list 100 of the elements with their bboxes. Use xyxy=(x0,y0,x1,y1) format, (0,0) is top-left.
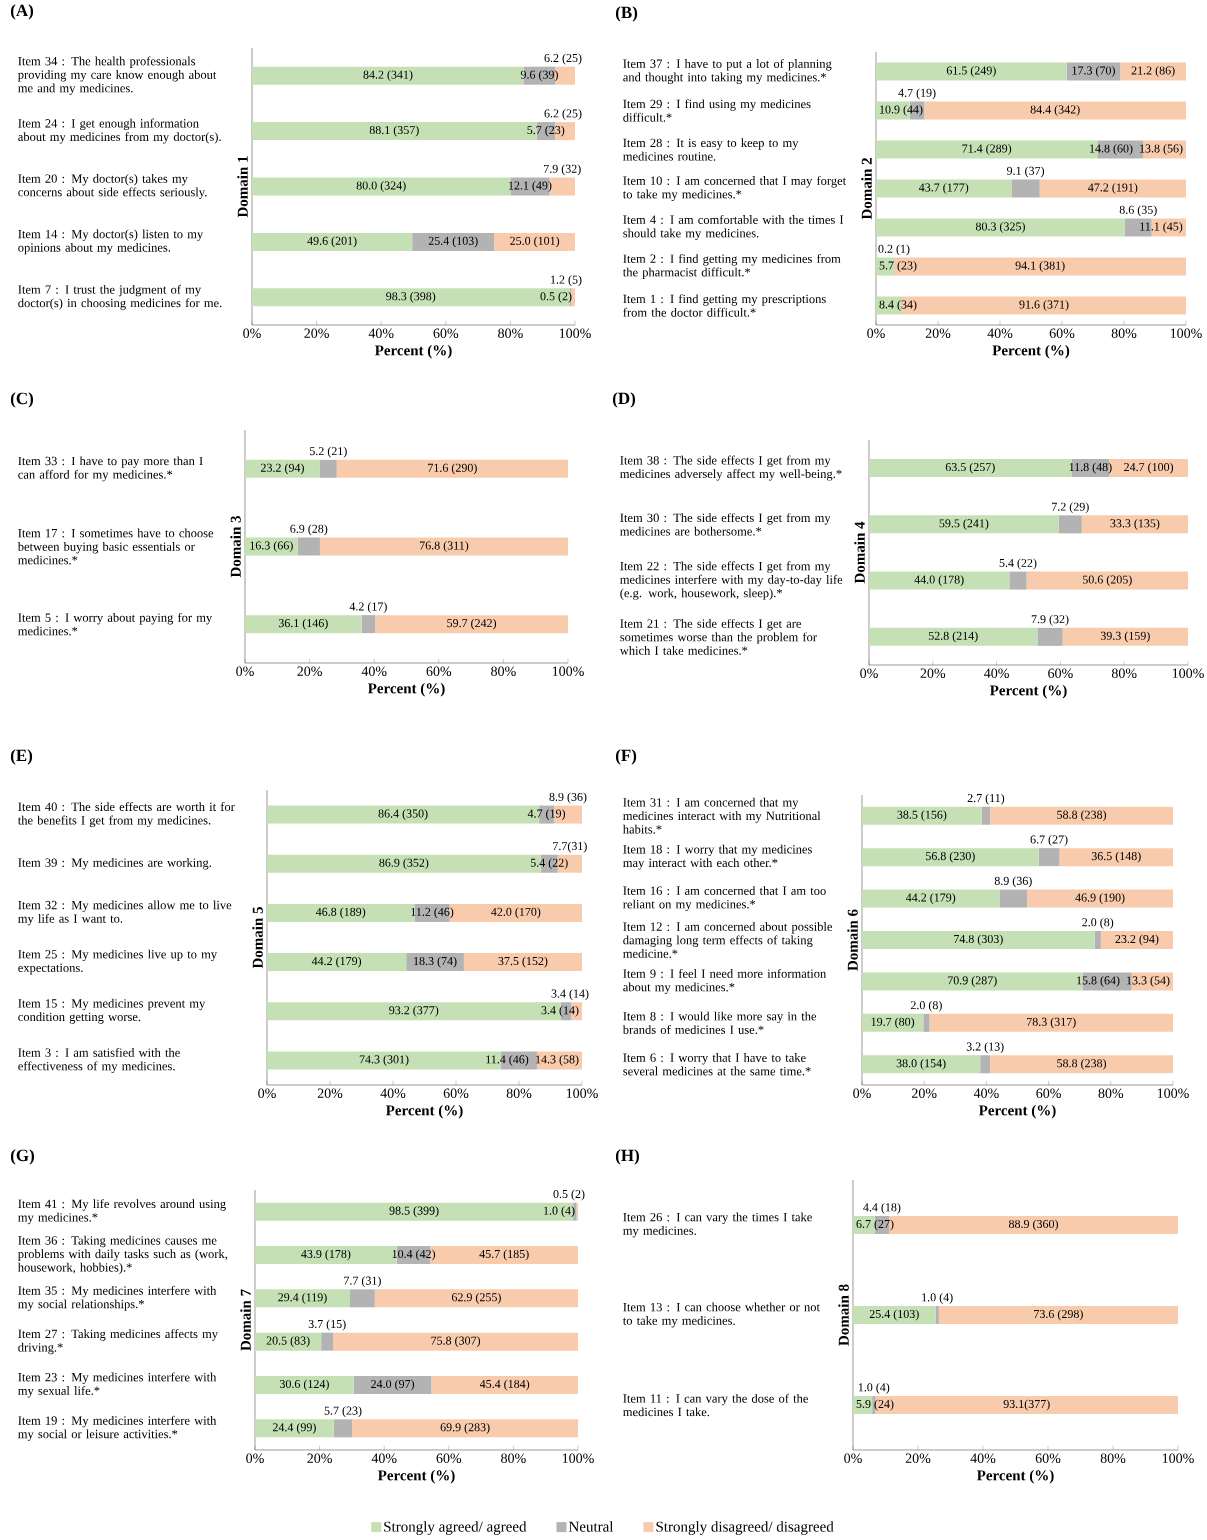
x-tick-label: 80% xyxy=(498,328,523,339)
data-label: 11.1 (45) xyxy=(1140,222,1183,233)
x-tick-label: 100% xyxy=(1170,328,1202,339)
data-label: 43.9 (178) xyxy=(301,1249,351,1261)
x-tick-label: 0% xyxy=(860,668,878,679)
y-tick-label: Item 36 : Taking medicines causes me problems with daily tasks such as (work, housework, hobbies).* xyxy=(17,1235,228,1275)
x-axis-title: Percent (%) xyxy=(992,344,1070,359)
x-tick-label: 60% xyxy=(426,666,452,677)
data-label: 5.2 (21) xyxy=(310,446,347,458)
y-tick-label: Item 17 : I sometimes have to choose between buying basic essentials or medicines.* xyxy=(17,528,214,565)
data-label: 93.2 (377) xyxy=(389,1005,439,1017)
data-label: 1.0 (4) xyxy=(922,1292,953,1304)
y-tick-label: Item 9 : I feel I need more information about my medicines.* xyxy=(623,968,827,994)
x-tick-label: 80% xyxy=(501,1453,526,1464)
data-label: 7.7(31) xyxy=(553,841,587,853)
data-label: 2.7 (11) xyxy=(967,793,1005,805)
x-tick-label: 60% xyxy=(433,328,459,339)
x-tick-label: 0% xyxy=(844,1453,862,1464)
x-tick-label: 40% xyxy=(361,666,387,677)
data-label: 6.2 (25) xyxy=(544,53,582,65)
data-label: 61.5 (249) xyxy=(946,66,996,77)
data-label: 1.2 (5) xyxy=(551,275,582,287)
x-tick-label: 20% xyxy=(307,1453,332,1464)
y-tick-label: Item 1 : I find getting my prescriptions from the doctor difficult.* xyxy=(623,294,826,317)
x-tick-label: 0% xyxy=(246,1453,264,1464)
y-tick-label: Item 24 : I get enough information about my medicines from my doctor(s). xyxy=(18,118,221,144)
data-label: 14.8 (60) xyxy=(1090,144,1133,155)
x-axis-title: Percent (%) xyxy=(978,1104,1056,1119)
y-tick-label: Item 19 : My medicines interfere with my social or leisure activities.* xyxy=(18,1415,217,1441)
data-label: 36.1 (146) xyxy=(278,618,328,630)
data-label: 37.5 (152) xyxy=(498,956,548,968)
y-axis-title: Domain 3 xyxy=(230,515,241,578)
x-tick-label: 100% xyxy=(562,1453,594,1464)
y-tick-label: Item 6 : I worry that I have to take several medicines at the same time.* xyxy=(623,1053,811,1076)
x-tick-label: 60% xyxy=(1049,328,1075,339)
data-label: 29.4 (119) xyxy=(278,1292,327,1304)
x-tick-label: 100% xyxy=(559,328,591,339)
y-tick-label: Item 34 : The health professionals providing my care know enough about me and my medicines. xyxy=(18,56,217,95)
x-tick-label: 80% xyxy=(1111,668,1137,679)
data-label: 9.1 (37) xyxy=(1006,166,1045,178)
data-label: 84.2 (341) xyxy=(363,70,413,82)
data-label: 0.5 (2) xyxy=(553,1189,585,1201)
data-label: 6.9 (28) xyxy=(290,524,328,536)
x-axis-title: Percent (%) xyxy=(989,684,1067,699)
data-label: 8.4 (34) xyxy=(879,300,917,311)
data-label: 16.3 (66) xyxy=(250,541,293,552)
data-label: 8.9 (36) xyxy=(549,792,587,804)
data-label: 0.5 (2) xyxy=(540,291,572,303)
data-label: 13.8 (56) xyxy=(1140,144,1183,155)
x-axis-title: Percent (%) xyxy=(976,1469,1054,1484)
data-label: 6.7 (27) xyxy=(1030,835,1068,846)
data-label: 3.4 (14) xyxy=(551,989,589,1001)
data-label: 25.4 (103) xyxy=(428,236,478,248)
y-tick-label: Item 29 : I find using my medicines difficult.* xyxy=(623,99,811,122)
y-tick-label: Item 27 : Taking medicines affects my driving.* xyxy=(18,1329,218,1355)
data-label: 46.9 (190) xyxy=(1075,893,1125,905)
data-label: 80.0 (324) xyxy=(356,181,406,192)
data-label: 74.8 (303) xyxy=(954,934,1003,946)
x-tick-label: 60% xyxy=(1048,668,1073,679)
y-axis-title: Domain 5 xyxy=(252,907,263,969)
data-label: 2.0 (8) xyxy=(910,1000,942,1012)
data-label: 5.7 (23) xyxy=(324,1406,362,1418)
x-tick-label: 20% xyxy=(317,1088,343,1099)
y-tick-label: Item 35 : My medicines interfere with my social relationships.* xyxy=(18,1285,217,1311)
data-label: 9.6 (39) xyxy=(520,70,558,82)
data-label: 50.6 (205) xyxy=(1082,575,1132,587)
data-label: 5.4 (22) xyxy=(999,558,1037,570)
text: (E) xyxy=(10,749,33,765)
data-label: 38.0 (154) xyxy=(896,1058,946,1070)
y-tick-label: Item 15 : My medicines prevent my condition getting worse. xyxy=(18,998,206,1024)
data-label: 6.7 (27) xyxy=(856,1219,894,1231)
y-tick-label: Item 10 : I am concerned that I may forget to take my medicines.* xyxy=(622,176,847,201)
data-label: 8.9 (36) xyxy=(994,876,1032,888)
data-label: 23.2 (94) xyxy=(1115,934,1159,946)
data-label: 98.5 (399) xyxy=(389,1206,439,1218)
y-tick-label: Item 12 : I am concerned about possible damaging long term effects of taking medicine.* xyxy=(623,922,833,958)
data-label: 24.4 (99) xyxy=(272,1422,316,1434)
data-label: 80.3 (325) xyxy=(975,222,1025,233)
data-label: 4.7 (19) xyxy=(898,88,936,100)
data-label: 10.9 (44) xyxy=(880,105,923,116)
y-tick-label: Item 25 : My medicines live up to my expectations. xyxy=(18,949,218,975)
data-label: 91.6 (371) xyxy=(1019,300,1069,311)
data-label: 0.2 (1) xyxy=(878,244,910,256)
y-tick-label: Item 16 : I am concerned that I am too reliant on my medicines.* xyxy=(623,886,826,911)
data-label: 36.5 (148) xyxy=(1091,851,1141,863)
x-axis-title: Percent (%) xyxy=(367,682,445,697)
x-tick-label: 20% xyxy=(905,1453,931,1464)
data-label: 20.5 (83) xyxy=(266,1336,310,1348)
y-tick-label: Item 2 : I find getting my medicines from the pharmacist difficult.* xyxy=(622,254,841,279)
data-label: 24.7 (100) xyxy=(1124,462,1174,474)
data-label: 46.8 (189) xyxy=(315,907,366,919)
data-label: 17.3 (70) xyxy=(1072,66,1115,77)
data-label: 59.7 (242) xyxy=(447,618,497,630)
x-tick-label: 20% xyxy=(304,328,329,339)
text: (H) xyxy=(615,1149,639,1165)
x-tick-label: 80% xyxy=(1100,1453,1126,1464)
data-label: 38.5 (156) xyxy=(897,810,947,822)
text: (G) xyxy=(10,1149,34,1165)
data-label: 5.7 (23) xyxy=(527,125,565,137)
y-axis-title: Domain 7 xyxy=(240,1289,251,1351)
